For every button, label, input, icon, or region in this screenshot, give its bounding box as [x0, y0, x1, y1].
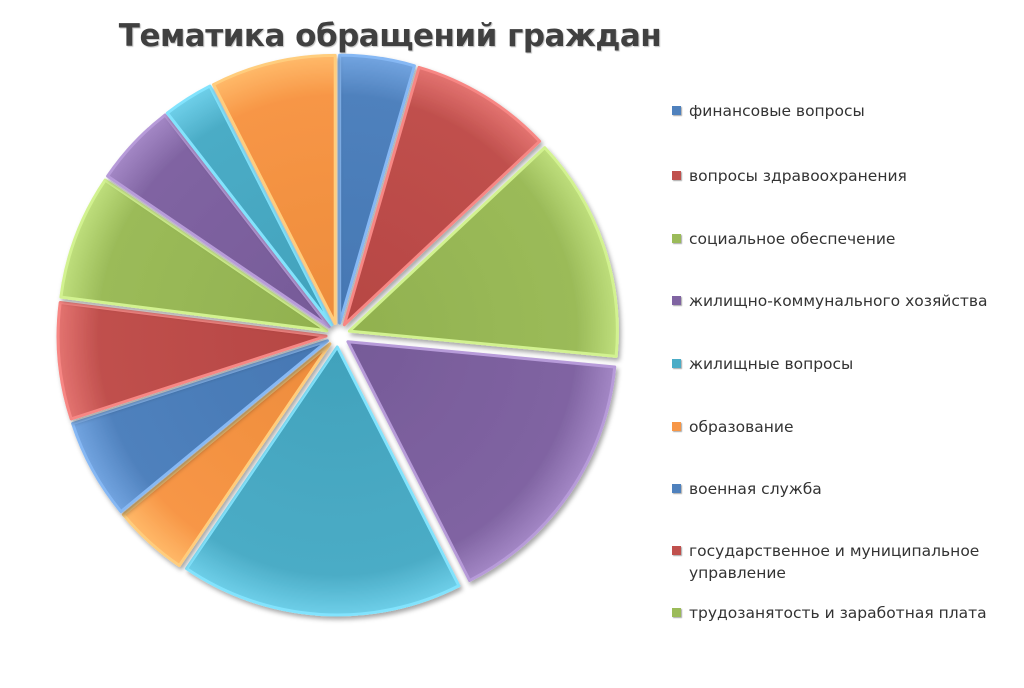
- legend-swatch: [672, 546, 681, 555]
- legend-label: военная служба: [689, 480, 822, 498]
- pie-slice-5: [185, 345, 461, 617]
- legend-swatch: [672, 234, 681, 243]
- legend-item: жилищно-коммунального хозяйства: [672, 290, 1014, 312]
- pie-slice-4: [346, 340, 617, 583]
- legend-swatch: [672, 422, 681, 431]
- legend-label: трудозанятость и заработная плата: [689, 604, 987, 622]
- legend-item: вопросы здравоохранения: [672, 165, 1014, 187]
- pie-slice-3: [347, 146, 619, 358]
- chart-title: Тематика обращений граждан: [118, 18, 662, 54]
- legend-swatch: [672, 484, 681, 493]
- legend-item: государственное и муниципальное управлен…: [672, 540, 1014, 584]
- legend-label: финансовые вопросы: [689, 102, 865, 120]
- legend-label: образование: [689, 418, 794, 436]
- legend-item: финансовые вопросы: [672, 100, 1014, 122]
- legend-swatch: [672, 608, 681, 617]
- legend-label: государственное и муниципальное управлен…: [689, 542, 980, 582]
- legend-label: социальное обеспечение: [689, 230, 896, 248]
- legend-swatch: [672, 359, 681, 368]
- pie-slice-12: [212, 53, 337, 325]
- pie-slice-11: [165, 84, 334, 327]
- legend-item: военная служба: [672, 478, 1014, 500]
- legend-swatch: [672, 296, 681, 305]
- legend-label: жилищные вопросы: [689, 355, 854, 373]
- legend-label: жилищно-коммунального хозяйства: [689, 292, 988, 310]
- pie-slice-7: [71, 339, 329, 514]
- legend-item: образование: [672, 416, 1014, 438]
- pie-slice-6: [121, 342, 332, 568]
- legend-swatch: [672, 106, 681, 115]
- pie-slice-9: [59, 178, 329, 333]
- pie-slice-10: [106, 113, 331, 329]
- legend-item: социальное обеспечение: [672, 228, 1014, 250]
- pie-slice-8: [56, 301, 328, 421]
- pie-slice-2: [342, 65, 542, 327]
- legend-item: трудозанятость и заработная плата: [672, 602, 1014, 624]
- legend-label: вопросы здравоохранения: [689, 167, 907, 185]
- legend-item: жилищные вопросы: [672, 353, 1014, 375]
- pie-slice-1: [338, 53, 416, 325]
- legend-swatch: [672, 171, 681, 180]
